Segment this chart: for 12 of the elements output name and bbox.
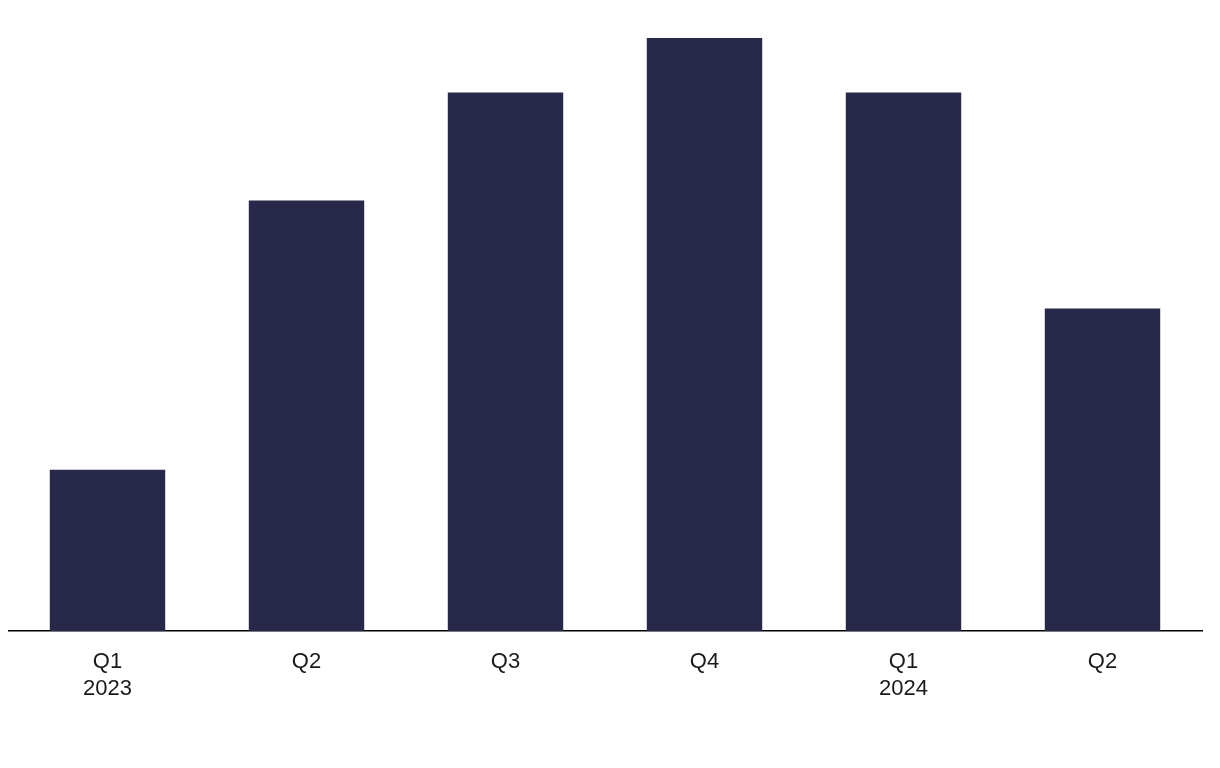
x-tick-label: Q4 [689, 648, 720, 674]
x-tick-label: Q2 [291, 648, 322, 674]
bar [646, 38, 763, 632]
bar [845, 92, 962, 632]
bar [1044, 308, 1161, 632]
x-tick-label: Q1 2024 [879, 648, 928, 700]
bar [248, 200, 365, 632]
bar [447, 92, 564, 632]
x-tick-label: Q3 [490, 648, 521, 674]
bar [49, 469, 166, 632]
x-tick-label: Q1 2023 [83, 648, 132, 700]
x-tick-label: Q2 [1087, 648, 1118, 674]
